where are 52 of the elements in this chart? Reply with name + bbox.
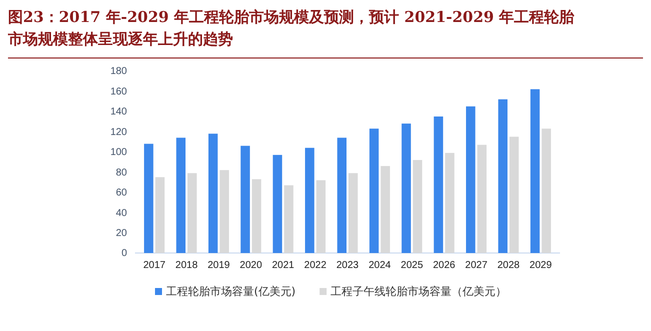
bar <box>530 89 540 253</box>
bar <box>188 173 197 253</box>
bar <box>220 170 229 253</box>
bar <box>176 138 186 253</box>
bar <box>208 134 218 253</box>
bar <box>445 152 454 253</box>
bar <box>509 136 519 253</box>
bar <box>498 99 508 253</box>
bar <box>272 154 282 253</box>
y-tick-label: 80 <box>116 167 128 178</box>
bar <box>144 144 154 253</box>
bar <box>477 144 487 253</box>
x-tick-label: 2027 <box>465 260 488 272</box>
bar <box>542 128 551 253</box>
bar <box>305 148 314 253</box>
y-tick-label: 140 <box>110 106 128 118</box>
bar <box>466 106 476 253</box>
y-tick-label: 160 <box>110 86 128 98</box>
bar <box>284 185 294 253</box>
x-tick-label: 2026 <box>432 260 456 272</box>
x-tick-label: 2021 <box>272 260 295 272</box>
y-tick-label: 0 <box>121 248 128 260</box>
bar <box>337 138 346 253</box>
bar <box>316 180 326 253</box>
x-tick-label: 2029 <box>530 260 552 272</box>
bar <box>402 124 411 253</box>
bar <box>380 166 390 253</box>
y-tick-label: 180 <box>110 66 128 78</box>
bar <box>412 160 422 253</box>
x-tick-label: 2028 <box>497 260 520 272</box>
legend-label: 工程轮胎市场容量(亿美元) <box>166 285 296 298</box>
bar <box>252 179 262 253</box>
x-tick-label: 2023 <box>336 260 360 272</box>
chart-title: 图23：2017 年-2029 年工程轮胎市场规模及预测，预计 2021-2029 年工程轮胎市场规模整体呈现逐年上升的趋势 <box>7 8 576 48</box>
bar <box>155 177 165 253</box>
bar <box>369 128 379 253</box>
bar <box>240 146 250 253</box>
x-tick-label: 2017 <box>143 260 166 272</box>
x-tick-label: 2020 <box>240 260 262 272</box>
legend-label: 工程子午线轮胎市场容量（亿美元） <box>330 285 507 298</box>
y-tick-label: 100 <box>110 147 128 158</box>
bar <box>434 116 444 253</box>
x-tick-label: 2019 <box>208 260 230 272</box>
x-tick-label: 2025 <box>400 260 424 272</box>
y-tick-label: 20 <box>116 228 128 239</box>
x-tick-label: 2022 <box>304 260 327 272</box>
bar <box>348 173 358 253</box>
y-tick-label: 60 <box>116 188 128 199</box>
y-tick-label: 40 <box>116 208 128 219</box>
x-tick-label: 2018 <box>175 260 198 272</box>
y-tick-label: 120 <box>110 126 128 138</box>
x-tick-label: 2024 <box>368 260 392 272</box>
